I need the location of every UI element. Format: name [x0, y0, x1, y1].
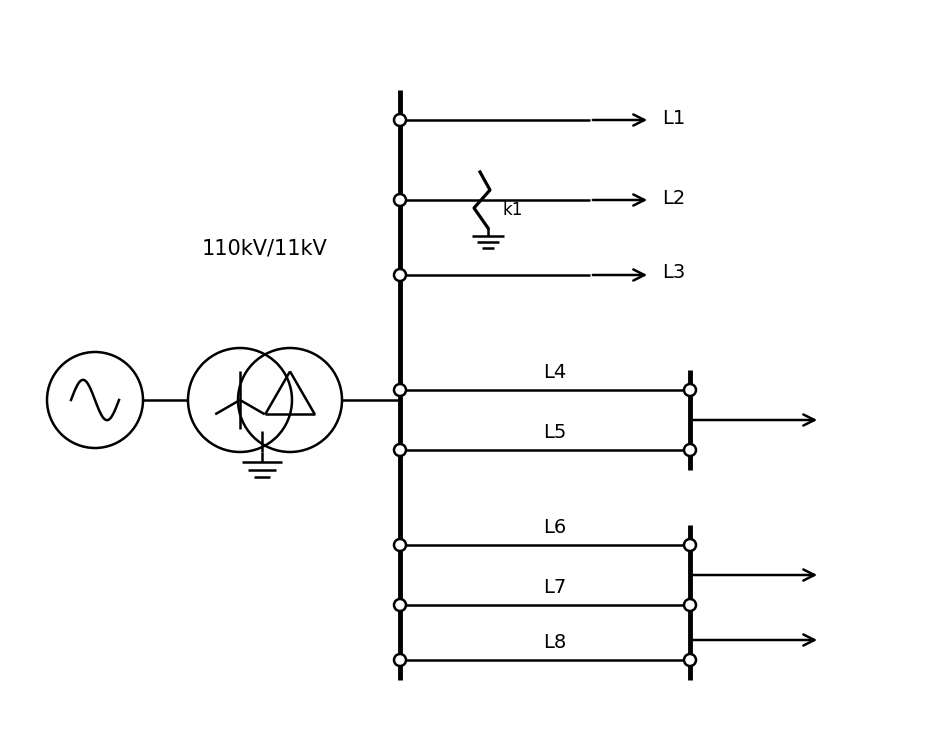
Text: L1: L1 [662, 109, 684, 127]
Circle shape [394, 654, 406, 666]
Circle shape [394, 384, 406, 396]
Circle shape [394, 654, 406, 666]
Circle shape [683, 654, 696, 666]
Text: L5: L5 [543, 423, 566, 442]
Circle shape [394, 599, 406, 611]
Circle shape [683, 444, 696, 456]
Circle shape [394, 539, 406, 551]
Circle shape [683, 599, 696, 611]
Circle shape [394, 599, 406, 611]
Text: L3: L3 [662, 264, 684, 282]
Text: L7: L7 [543, 578, 566, 597]
Circle shape [394, 114, 406, 126]
Circle shape [683, 599, 696, 611]
Circle shape [394, 539, 406, 551]
Circle shape [394, 194, 406, 206]
Circle shape [683, 539, 696, 551]
Circle shape [394, 384, 406, 396]
Circle shape [394, 114, 406, 126]
Circle shape [394, 269, 406, 281]
Circle shape [683, 444, 696, 456]
Circle shape [394, 444, 406, 456]
Text: L6: L6 [543, 518, 566, 537]
Text: 110kV/11kV: 110kV/11kV [202, 238, 328, 258]
Circle shape [394, 269, 406, 281]
Circle shape [683, 384, 696, 396]
Text: L8: L8 [543, 633, 566, 652]
Circle shape [394, 194, 406, 206]
Text: L2: L2 [662, 188, 684, 208]
Circle shape [683, 539, 696, 551]
Text: k1: k1 [501, 201, 522, 219]
Text: L4: L4 [543, 363, 566, 382]
Circle shape [683, 654, 696, 666]
Circle shape [394, 444, 406, 456]
Circle shape [683, 384, 696, 396]
